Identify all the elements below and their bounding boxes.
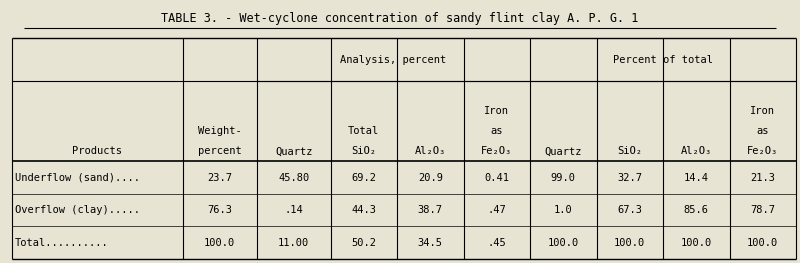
Text: Total: Total <box>348 126 379 136</box>
Text: Products: Products <box>73 146 122 156</box>
Text: SiO₂: SiO₂ <box>351 146 376 156</box>
Text: 85.6: 85.6 <box>684 205 709 215</box>
Text: 11.00: 11.00 <box>278 238 310 248</box>
Text: Quartz: Quartz <box>545 146 582 156</box>
Text: Total..........: Total.......... <box>15 238 109 248</box>
Text: 50.2: 50.2 <box>351 238 376 248</box>
Text: Overflow (clay).....: Overflow (clay)..... <box>15 205 140 215</box>
Text: Fe₂O₃: Fe₂O₃ <box>747 146 778 156</box>
Text: 14.4: 14.4 <box>684 173 709 183</box>
Text: 76.3: 76.3 <box>207 205 232 215</box>
Text: SiO₂: SiO₂ <box>618 146 642 156</box>
Text: as: as <box>490 126 503 136</box>
Text: percent: percent <box>198 146 242 156</box>
Text: 21.3: 21.3 <box>750 173 775 183</box>
Text: 99.0: 99.0 <box>550 173 576 183</box>
Text: 20.9: 20.9 <box>418 173 443 183</box>
Text: 38.7: 38.7 <box>418 205 443 215</box>
Text: Iron: Iron <box>484 106 510 116</box>
Text: 78.7: 78.7 <box>750 205 775 215</box>
Text: 1.0: 1.0 <box>554 205 573 215</box>
Text: Fe₂O₃: Fe₂O₃ <box>481 146 513 156</box>
Text: 67.3: 67.3 <box>618 205 642 215</box>
Text: TABLE 3. - Wet-cyclone concentration of sandy flint clay A. P. G. 1: TABLE 3. - Wet-cyclone concentration of … <box>162 12 638 25</box>
Text: 44.3: 44.3 <box>351 205 376 215</box>
Text: 100.0: 100.0 <box>548 238 579 248</box>
Text: 100.0: 100.0 <box>747 238 778 248</box>
Text: Iron: Iron <box>750 106 775 116</box>
Text: Al₂O₃: Al₂O₃ <box>681 146 712 156</box>
Text: Analysis, percent: Analysis, percent <box>340 55 446 65</box>
Text: Quartz: Quartz <box>275 146 312 156</box>
Text: 0.41: 0.41 <box>484 173 510 183</box>
Text: Underflow (sand)....: Underflow (sand).... <box>15 173 140 183</box>
Text: Weight-: Weight- <box>198 126 242 136</box>
Text: 34.5: 34.5 <box>418 238 443 248</box>
Text: Al₂O₃: Al₂O₃ <box>414 146 446 156</box>
Text: 69.2: 69.2 <box>351 173 376 183</box>
Text: 32.7: 32.7 <box>618 173 642 183</box>
Text: 100.0: 100.0 <box>204 238 235 248</box>
Text: 100.0: 100.0 <box>681 238 712 248</box>
Text: Percent of total: Percent of total <box>613 55 713 65</box>
Text: 45.80: 45.80 <box>278 173 310 183</box>
Text: .47: .47 <box>487 205 506 215</box>
Text: as: as <box>757 126 769 136</box>
Text: 23.7: 23.7 <box>207 173 232 183</box>
Text: .45: .45 <box>487 238 506 248</box>
Text: .14: .14 <box>284 205 303 215</box>
Text: 100.0: 100.0 <box>614 238 646 248</box>
